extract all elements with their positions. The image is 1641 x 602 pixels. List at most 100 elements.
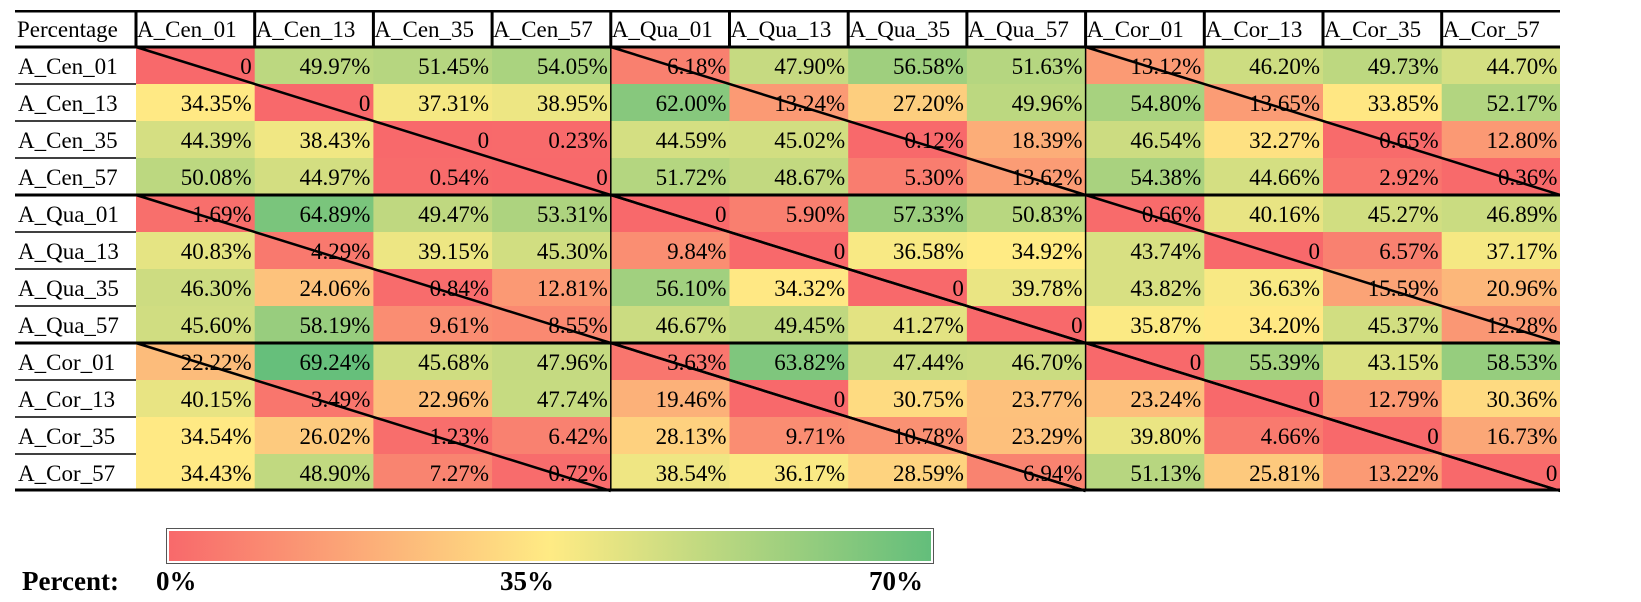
heatmap-cell bbox=[492, 417, 612, 455]
heatmap-cell bbox=[1085, 84, 1205, 122]
cell-value-label: 48.67% bbox=[774, 165, 845, 190]
cell-value-label: 47.96% bbox=[537, 350, 608, 375]
cell-value-label: 13.12% bbox=[1130, 54, 1201, 79]
heatmap-cell bbox=[729, 417, 849, 455]
cell-value-label: 12.28% bbox=[1486, 313, 1557, 338]
cell-value-label: 9.84% bbox=[667, 239, 726, 264]
heatmap-cell bbox=[492, 232, 612, 270]
heatmap-cell bbox=[848, 306, 968, 344]
cell-value-label: 34.92% bbox=[1012, 239, 1083, 264]
cell-value-label: 26.02% bbox=[299, 424, 370, 449]
cell-value-label: 25.81% bbox=[1249, 461, 1320, 486]
column-label: A_Cen_57 bbox=[493, 17, 593, 42]
cell-value-label: 63.82% bbox=[774, 350, 845, 375]
heatmap-cell bbox=[1204, 121, 1324, 159]
cell-value-label: 49.47% bbox=[418, 202, 489, 227]
cell-value-label: 44.97% bbox=[299, 165, 370, 190]
cell-value-label: 44.59% bbox=[656, 128, 727, 153]
diagonal-line bbox=[1085, 45, 1560, 197]
heatmap-cell bbox=[492, 343, 612, 381]
heatmap-cell bbox=[966, 380, 1087, 418]
heatmap-cell bbox=[492, 269, 612, 307]
heatmap-cell bbox=[1204, 158, 1324, 196]
heatmap-cell bbox=[1441, 232, 1560, 270]
heatmap-cell bbox=[729, 158, 849, 196]
diagonal-line bbox=[610, 341, 1086, 493]
legend-tick-max: 70% bbox=[869, 566, 923, 596]
heatmap-cell bbox=[136, 269, 256, 307]
heatmap-cell bbox=[1085, 232, 1205, 270]
cell-value-label: 45.30% bbox=[537, 239, 608, 264]
cell-value-label: 43.82% bbox=[1130, 276, 1201, 301]
cell-value-label: 0 bbox=[834, 387, 846, 412]
heatmap-cell bbox=[848, 47, 968, 85]
diagonal-line bbox=[135, 341, 612, 493]
cell-value-label: 40.16% bbox=[1249, 202, 1320, 227]
heatmap-cell bbox=[254, 306, 374, 344]
cell-value-label: 34.43% bbox=[181, 461, 252, 486]
cell-value-label: 69.24% bbox=[299, 350, 370, 375]
cell-value-label: 36.58% bbox=[893, 239, 964, 264]
heatmap-cell bbox=[1085, 454, 1205, 492]
heatmap-cell bbox=[254, 417, 374, 455]
row-label: A_Cor_57 bbox=[18, 461, 115, 486]
cell-value-label: 43.15% bbox=[1368, 350, 1439, 375]
row-label: A_Cor_01 bbox=[18, 350, 115, 375]
cell-value-label: 38.43% bbox=[299, 128, 370, 153]
column-label: A_Cen_35 bbox=[374, 17, 474, 42]
cell-value-label: 23.29% bbox=[1012, 424, 1083, 449]
heatmap-cell bbox=[1204, 47, 1324, 85]
cell-value-label: 36.17% bbox=[774, 461, 845, 486]
cell-value-label: 0 bbox=[1546, 461, 1558, 486]
row-label: A_Qua_13 bbox=[18, 239, 119, 264]
cell-value-label: 0 bbox=[834, 239, 846, 264]
cell-value-label: 54.38% bbox=[1130, 165, 1201, 190]
heatmap-cell bbox=[1323, 306, 1443, 344]
cell-value-label: 27.20% bbox=[893, 91, 964, 116]
cell-value-label: 5.30% bbox=[904, 165, 963, 190]
heatmap-cell bbox=[492, 121, 612, 159]
cell-value-label: 0 bbox=[1190, 350, 1202, 375]
heatmap-cell bbox=[729, 306, 849, 344]
cell-value-label: 41.27% bbox=[893, 313, 964, 338]
column-label: A_Qua_13 bbox=[731, 17, 832, 42]
cell-value-label: 0 bbox=[1309, 239, 1321, 264]
heatmap-cell bbox=[610, 269, 730, 307]
cell-value-label: 51.45% bbox=[418, 54, 489, 79]
cell-value-label: 22.22% bbox=[181, 350, 252, 375]
heatmap-cell bbox=[373, 343, 493, 381]
heatmap-cell bbox=[610, 306, 730, 344]
cell-value-label: 0.54% bbox=[430, 165, 489, 190]
cell-value-label: 38.54% bbox=[656, 461, 727, 486]
row-label: A_Qua_57 bbox=[18, 313, 119, 338]
cell-value-label: 0 bbox=[359, 91, 371, 116]
cell-value-label: 46.67% bbox=[656, 313, 727, 338]
cell-value-label: 18.39% bbox=[1012, 128, 1083, 153]
cell-value-label: 45.02% bbox=[774, 128, 845, 153]
cell-value-label: 44.70% bbox=[1486, 54, 1557, 79]
cell-value-label: 46.20% bbox=[1249, 54, 1320, 79]
cell-value-label: 54.80% bbox=[1130, 91, 1201, 116]
cell-value-label: 33.85% bbox=[1368, 91, 1439, 116]
heatmap-cell bbox=[610, 158, 730, 196]
cell-value-label: 7.27% bbox=[430, 461, 489, 486]
cell-value-label: 2.92% bbox=[1379, 165, 1438, 190]
cell-value-label: 0 bbox=[715, 202, 727, 227]
cell-value-label: 49.96% bbox=[1012, 91, 1083, 116]
heatmap-cell bbox=[848, 158, 968, 196]
heatmap-cell bbox=[136, 380, 256, 418]
heatmap-cell bbox=[492, 380, 612, 418]
heatmap-cell bbox=[136, 306, 256, 344]
legend-tick-min: 0% bbox=[156, 566, 197, 596]
cell-value-label: 34.35% bbox=[181, 91, 252, 116]
cell-value-label: 37.17% bbox=[1486, 239, 1557, 264]
cell-value-label: 13.65% bbox=[1249, 91, 1320, 116]
cell-value-label: 44.39% bbox=[181, 128, 252, 153]
cell-value-label: 40.15% bbox=[181, 387, 252, 412]
heatmap-cell bbox=[1441, 84, 1560, 122]
heatmap-cell bbox=[610, 454, 730, 492]
cell-value-label: 0 bbox=[240, 54, 252, 79]
cell-value-label: 62.00% bbox=[656, 91, 727, 116]
heatmap-cell bbox=[610, 121, 730, 159]
column-label: A_Cor_57 bbox=[1443, 17, 1540, 42]
